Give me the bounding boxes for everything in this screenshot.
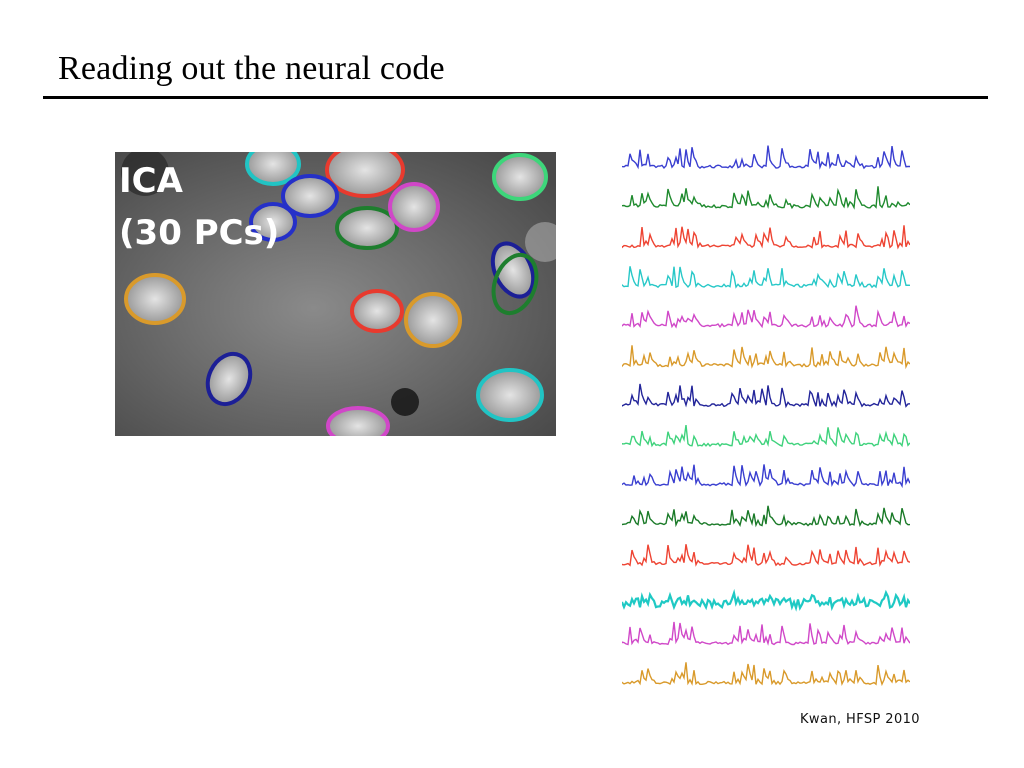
trace-line xyxy=(622,464,910,489)
trace-line xyxy=(622,305,910,329)
cell-outline xyxy=(281,174,339,218)
cell-outline xyxy=(205,351,253,407)
cell-outline xyxy=(335,206,399,250)
trace-line xyxy=(622,145,910,170)
cell-outline xyxy=(491,252,539,316)
panel-label-ica: ICA xyxy=(119,161,184,201)
cell-outline xyxy=(124,273,186,325)
cell-outline xyxy=(350,289,404,333)
cell-outline xyxy=(388,182,440,232)
slide-title: Reading out the neural code xyxy=(58,50,445,87)
cell-outline xyxy=(326,406,390,436)
cell-outline xyxy=(404,292,462,348)
calcium-imaging-micrograph: ICA (30 PCs) xyxy=(115,152,556,436)
trace-line xyxy=(622,544,910,567)
cell-outline xyxy=(325,152,405,198)
cell-outline xyxy=(249,202,297,242)
trace-line xyxy=(622,345,910,370)
calcium-traces xyxy=(622,145,910,687)
citation: Kwan, HFSP 2010 xyxy=(800,712,920,727)
trace-line xyxy=(622,505,910,528)
cell-outline xyxy=(476,368,544,422)
title-rule xyxy=(43,96,988,99)
panel-label-pcs: (30 PCs) xyxy=(119,213,279,253)
trace-line xyxy=(622,588,910,612)
trace-line xyxy=(622,266,910,289)
trace-line xyxy=(622,383,910,409)
trace-line xyxy=(622,186,910,210)
cell-outline xyxy=(245,152,301,186)
cell-outline xyxy=(492,153,548,201)
trace-line xyxy=(622,425,910,448)
trace-line xyxy=(622,225,910,250)
trace-line xyxy=(622,621,910,646)
trace-line xyxy=(622,662,910,687)
